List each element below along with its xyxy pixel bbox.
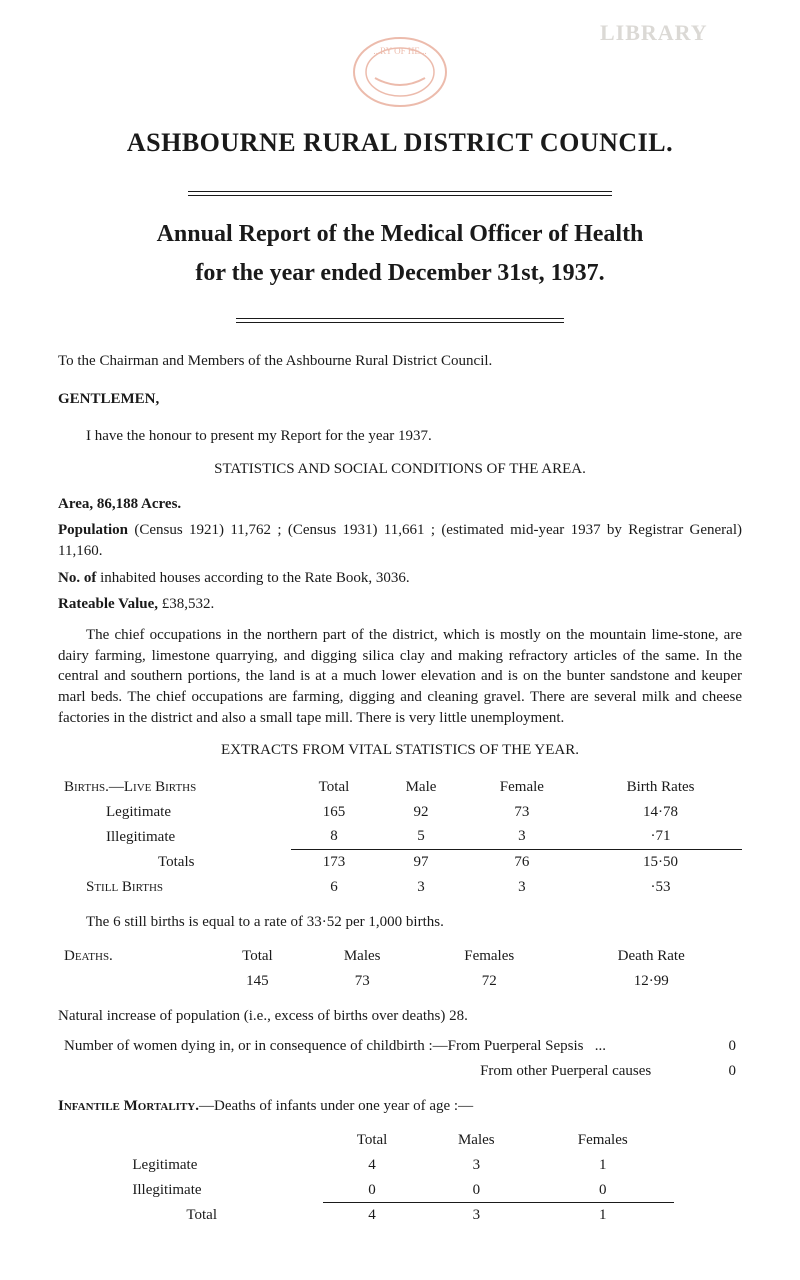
table-row: Illegitimate 8 5 3 ·71 (58, 824, 742, 849)
col-total: Total (208, 944, 306, 969)
rateable-text: £38,532. (162, 596, 215, 612)
col-total: Total (323, 1128, 420, 1153)
cell: 0 (421, 1178, 532, 1203)
population-text: (Census 1921) 11,762 ; (Census 1931) 11,… (58, 522, 742, 559)
table-row: Deaths. Total Males Females Death Rate (58, 944, 742, 969)
cell: 76 (465, 850, 579, 875)
table-row: 145 73 72 12·99 (58, 969, 742, 994)
table-row: Legitimate 165 92 73 14·78 (58, 800, 742, 825)
label: From other Puerperal causes (58, 1059, 687, 1084)
table-row: Totals 173 97 76 15·50 (58, 850, 742, 875)
table-row: Number of women dying in, or in conseque… (58, 1034, 742, 1059)
row-label: Illegitimate (58, 824, 291, 849)
svg-text:...RY OF HE...: ...RY OF HE... (373, 46, 426, 56)
cell: ·53 (579, 875, 742, 900)
cell: 165 (291, 800, 378, 825)
cell: 145 (208, 969, 306, 994)
area-line: Area, 86,188 Acres. (58, 494, 742, 515)
cell: 0 (687, 1059, 742, 1084)
births-table: Births.—Live Births Total Male Female Bi… (58, 775, 742, 899)
row-label: Legitimate (126, 1153, 323, 1178)
births-row-label: Births.—Live Births (58, 775, 291, 800)
infantile-table: Total Males Females Legitimate 4 3 1 Ill… (126, 1128, 673, 1228)
cell: 73 (306, 969, 418, 994)
cell: 6 (291, 875, 378, 900)
cell: 0 (323, 1178, 420, 1203)
col-female: Female (465, 775, 579, 800)
col-males: Males (306, 944, 418, 969)
cell: 8 (291, 824, 378, 849)
table-row: Legitimate 4 3 1 (126, 1153, 673, 1178)
cell: 15·50 (579, 850, 742, 875)
houses-text: inhabited houses according to the Rate B… (100, 570, 410, 586)
deaths-table: Deaths. Total Males Females Death Rate 1… (58, 944, 742, 993)
table-row: Births.—Live Births Total Male Female Bi… (58, 775, 742, 800)
cell: 97 (377, 850, 464, 875)
extracts-heading: EXTRACTS FROM VITAL STATISTICS OF THE YE… (58, 740, 742, 761)
puerperal-table: Number of women dying in, or in conseque… (58, 1034, 742, 1083)
row-label: Totals (58, 850, 291, 875)
page-title: ASHBOURNE RURAL DISTRICT COUNCIL. (58, 125, 742, 161)
cell: 14·78 (579, 800, 742, 825)
col-males: Males (421, 1128, 532, 1153)
table-row: Total 4 3 1 (126, 1203, 673, 1228)
cell: 73 (465, 800, 579, 825)
houses-line: No. of inhabited houses according to the… (58, 568, 742, 589)
cell: 1 (532, 1153, 674, 1178)
cell: 4 (323, 1203, 420, 1228)
still-births-note: The 6 still births is equal to a rate of… (58, 912, 742, 933)
subtitle-line-1: Annual Report of the Medical Officer of … (58, 218, 742, 251)
cell: 3 (421, 1203, 532, 1228)
cell: 0 (532, 1178, 674, 1203)
cell: 4 (323, 1153, 420, 1178)
col-rate: Birth Rates (579, 775, 742, 800)
divider (236, 318, 564, 323)
table-row: Still Births 6 3 3 ·53 (58, 875, 742, 900)
cell: 72 (418, 969, 560, 994)
cell: 3 (465, 875, 579, 900)
addressee-line: To the Chairman and Members of the Ashbo… (58, 351, 742, 372)
occupations-paragraph: The chief occupations in the northern pa… (58, 625, 742, 728)
intro-paragraph: I have the honour to present my Report f… (58, 426, 742, 447)
col-total: Total (291, 775, 378, 800)
row-label: Still Births (58, 875, 291, 900)
cell: 5 (377, 824, 464, 849)
rateable-line: Rateable Value, £38,532. (58, 594, 742, 615)
label: Number of women dying in, or in conseque… (58, 1034, 687, 1059)
row-label: Total (126, 1203, 323, 1228)
cell: ·71 (579, 824, 742, 849)
natural-increase-line: Natural increase of population (i.e., ex… (58, 1006, 742, 1027)
cell: 3 (465, 824, 579, 849)
infantile-heading: Infantile Mortality.—Deaths of infants u… (58, 1096, 742, 1117)
col-male: Male (377, 775, 464, 800)
cell: 12·99 (560, 969, 742, 994)
row-label: Legitimate (58, 800, 291, 825)
cell: 3 (377, 875, 464, 900)
population-line: Population (Census 1921) 11,762 ; (Censu… (58, 520, 742, 561)
deaths-row-label: Deaths. (58, 944, 208, 969)
col-females: Females (418, 944, 560, 969)
divider (188, 191, 612, 196)
cell: 173 (291, 850, 378, 875)
row-label: Illegitimate (126, 1178, 323, 1203)
cell: 1 (532, 1203, 674, 1228)
infantile-text: —Deaths of infants under one year of age… (199, 1098, 473, 1114)
col-rate: Death Rate (560, 944, 742, 969)
cell: 3 (421, 1153, 532, 1178)
table-row: Illegitimate 0 0 0 (126, 1178, 673, 1203)
stats-heading: STATISTICS AND SOCIAL CONDITIONS OF THE … (58, 459, 742, 480)
salutation: GENTLEMEN, (58, 389, 742, 410)
col-females: Females (532, 1128, 674, 1153)
cell: 0 (687, 1034, 742, 1059)
table-row: From other Puerperal causes 0 (58, 1059, 742, 1084)
cell: 92 (377, 800, 464, 825)
subtitle-line-2: for the year ended December 31st, 1937. (58, 257, 742, 290)
table-row: Total Males Females (126, 1128, 673, 1153)
library-watermark: LIBRARY (600, 18, 708, 48)
